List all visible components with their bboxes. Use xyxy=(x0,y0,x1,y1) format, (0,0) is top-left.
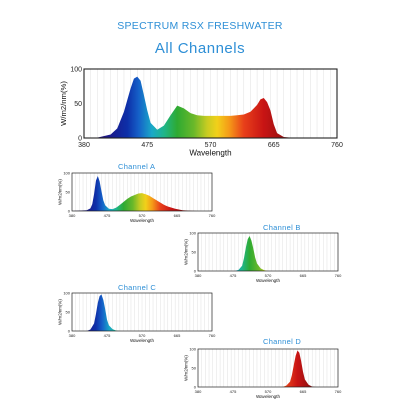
channel-b-x-tick-label: 570 xyxy=(265,273,272,278)
all-channels-x-tick-label: 570 xyxy=(205,142,217,149)
channel-a-y-tick-label: 100 xyxy=(63,170,70,175)
channel-a-frame xyxy=(71,172,213,212)
all-channels-frame xyxy=(83,68,338,139)
channel-b-x-axis-label: Wavelength xyxy=(256,278,281,283)
page-title: SPECTRUM RSX FRESHWATER xyxy=(117,20,283,32)
channel-c-x-axis-label: Wavelength xyxy=(130,338,155,343)
all-channels-x-tick-label: 760 xyxy=(331,142,343,149)
channel-b-x-tick-label: 665 xyxy=(300,273,307,278)
channel-a-x-tick-label: 665 xyxy=(174,213,181,218)
all-channels-x-tick-label: 475 xyxy=(141,142,153,149)
channel-c-title: Channel C xyxy=(118,283,157,292)
channel-b-x-tick-label: 760 xyxy=(335,273,342,278)
channel-b-x-tick-label: 475 xyxy=(230,273,237,278)
channel-d-x-tick-label: 665 xyxy=(300,389,307,394)
all-channels-title: All Channels xyxy=(154,40,246,57)
channel-a-spectrum-area xyxy=(72,176,212,211)
channel-d-x-axis-label: Wavelength xyxy=(256,394,281,399)
channel-d-y-tick-label: 100 xyxy=(189,346,196,351)
all-channels-y-tick-label: 0 xyxy=(78,135,82,142)
channel-c-frame xyxy=(71,292,213,332)
all-channels-x-axis-label: Wavelength xyxy=(189,148,231,157)
channel-a-y-axis-label: W/m2/nm(%) xyxy=(58,179,63,205)
channel-b-y-tick-label: 100 xyxy=(189,230,196,235)
channel-d-y-tick-label: 0 xyxy=(194,384,197,389)
channel-c-x-tick-label: 760 xyxy=(209,333,216,338)
channel-c-x-tick-label: 570 xyxy=(139,333,146,338)
channel-d-y-axis-label: W/m2/nm(%) xyxy=(184,355,189,381)
all-channels-x-tick-label: 665 xyxy=(268,142,280,149)
channel-d-chart: 380 475 570 665 760 0 50 100 Wavelength W/m2/nm(%… xyxy=(184,346,343,398)
channel-c-y-tick-label: 100 xyxy=(63,290,70,295)
all-channels-chart: 380 475 570 665 760 0 50 100 Wavelength W/m2/nm(%… xyxy=(59,66,343,157)
channel-b-frame xyxy=(197,232,339,272)
all-channels-x-tick-label: 380 xyxy=(78,142,90,149)
channel-b-x-tick-label: 380 xyxy=(195,273,202,278)
channel-c-x-tick-label: 380 xyxy=(69,333,76,338)
channel-d-spectrum-area xyxy=(198,350,338,387)
channel-b-y-tick-label: 0 xyxy=(194,268,197,273)
channel-d-title: Channel D xyxy=(263,337,302,346)
channel-a-x-tick-label: 760 xyxy=(209,213,216,218)
channel-a-title: Channel A xyxy=(118,162,156,171)
channel-c-x-tick-label: 665 xyxy=(174,333,181,338)
channel-b-y-tick-label: 50 xyxy=(192,249,197,254)
channel-a-x-tick-label: 380 xyxy=(69,213,76,218)
channel-d-frame xyxy=(197,348,339,388)
channel-d-x-tick-label: 475 xyxy=(230,389,237,394)
channel-a-y-tick-label: 50 xyxy=(66,189,71,194)
channel-b-y-axis-label: W/m2/nm(%) xyxy=(184,239,189,265)
channel-c-x-tick-label: 475 xyxy=(104,333,111,338)
all-channels-spectrum-area xyxy=(84,76,337,138)
channel-c-y-tick-label: 50 xyxy=(66,309,71,314)
channel-c-spectrum-area xyxy=(72,294,212,331)
channel-c-y-axis-label: W/m2/nm(%) xyxy=(58,299,63,325)
all-channels-y-tick-label: 100 xyxy=(70,66,82,73)
all-channels-y-tick-label: 50 xyxy=(74,101,82,108)
channel-d-x-tick-label: 570 xyxy=(265,389,272,394)
channel-a-y-tick-label: 0 xyxy=(68,208,71,213)
channel-b-title: Channel B xyxy=(263,223,301,232)
channel-a-x-tick-label: 475 xyxy=(104,213,111,218)
channel-d-x-tick-label: 760 xyxy=(335,389,342,394)
channel-b-chart: 380 475 570 665 760 0 50 100 Wavelength W/m2/nm(%… xyxy=(184,230,343,282)
all-channels-y-axis-label: W/m2/nm(%) xyxy=(59,81,68,126)
channel-a-x-tick-label: 570 xyxy=(139,213,146,218)
channel-c-chart: 380 475 570 665 760 0 50 100 Wavelength W/m2/nm(%… xyxy=(58,290,217,342)
channel-c-y-tick-label: 0 xyxy=(68,328,71,333)
channel-d-y-tick-label: 50 xyxy=(192,365,197,370)
channel-a-x-axis-label: Wavelength xyxy=(130,218,155,223)
channel-d-x-tick-label: 380 xyxy=(195,389,202,394)
channel-a-chart: 380 475 570 665 760 0 50 100 Wavelength W/m2/nm(%… xyxy=(58,170,217,222)
